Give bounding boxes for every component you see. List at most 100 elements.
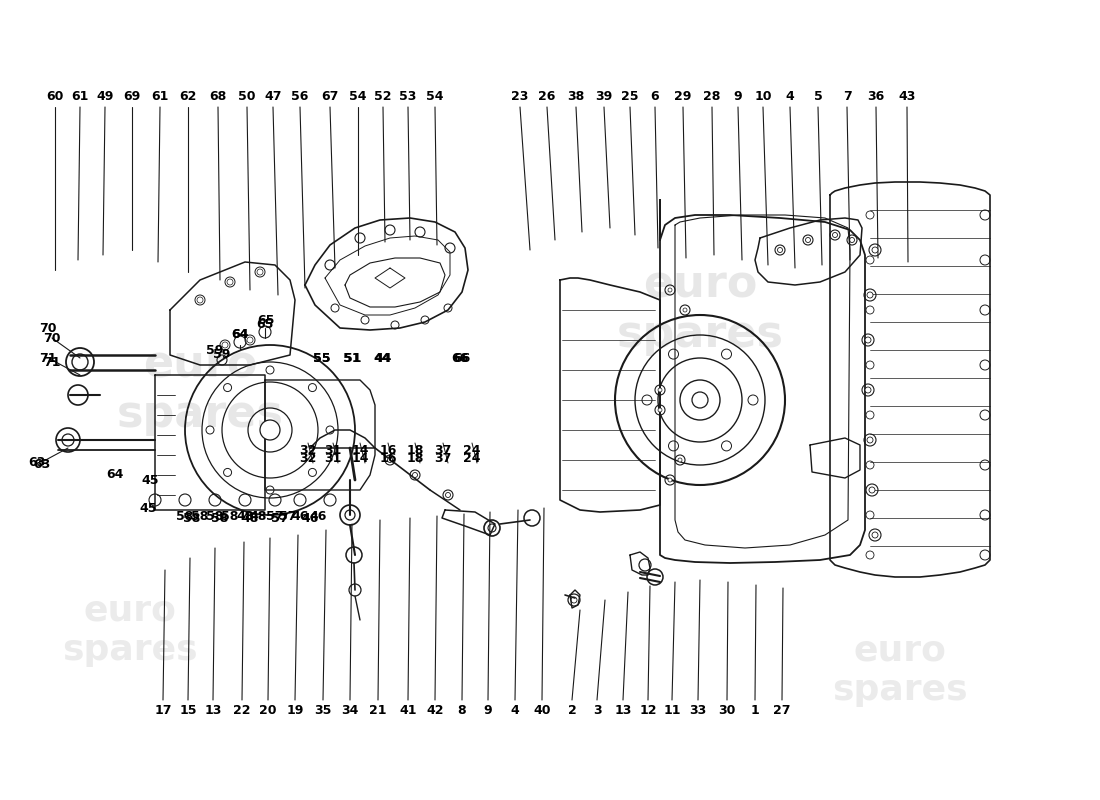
Text: 14: 14: [351, 443, 369, 457]
Text: 25: 25: [621, 90, 639, 103]
Text: 52: 52: [374, 90, 392, 103]
Circle shape: [867, 292, 873, 298]
Text: 54: 54: [427, 90, 443, 103]
Text: 18: 18: [406, 451, 424, 465]
Text: 9: 9: [484, 703, 493, 717]
Text: 41: 41: [399, 703, 417, 717]
Text: 70: 70: [40, 322, 57, 334]
Text: 64: 64: [231, 329, 249, 342]
Text: 13: 13: [205, 703, 222, 717]
Text: 3: 3: [593, 703, 602, 717]
Text: 48: 48: [236, 510, 254, 522]
Text: 30: 30: [718, 703, 736, 717]
Text: 23: 23: [512, 90, 529, 103]
Text: 40: 40: [534, 703, 551, 717]
Text: 6: 6: [651, 90, 659, 103]
Circle shape: [227, 279, 233, 285]
Text: 1: 1: [750, 703, 759, 717]
Text: 7: 7: [843, 90, 851, 103]
Text: 32: 32: [299, 451, 317, 465]
Text: 59: 59: [207, 343, 223, 357]
Text: 69: 69: [123, 90, 141, 103]
Circle shape: [668, 478, 672, 482]
Text: 58: 58: [207, 510, 223, 522]
Text: 57: 57: [272, 511, 288, 525]
Text: 22: 22: [233, 703, 251, 717]
Text: 53: 53: [399, 90, 417, 103]
Circle shape: [668, 288, 672, 292]
Circle shape: [865, 337, 871, 343]
Text: 14: 14: [351, 451, 369, 465]
Circle shape: [865, 387, 871, 393]
Circle shape: [658, 408, 662, 412]
Text: 4: 4: [510, 703, 519, 717]
Text: 57: 57: [279, 510, 297, 522]
Text: euro
spares: euro spares: [117, 344, 284, 437]
Text: 46: 46: [301, 511, 319, 525]
Circle shape: [872, 247, 878, 253]
Text: euro
spares: euro spares: [616, 264, 783, 357]
Text: 42: 42: [427, 703, 443, 717]
Text: 49: 49: [97, 90, 113, 103]
Text: 5: 5: [814, 90, 823, 103]
Text: 63: 63: [29, 455, 45, 469]
Text: 24: 24: [463, 443, 481, 457]
Text: 50: 50: [239, 90, 255, 103]
Text: 60: 60: [46, 90, 64, 103]
Text: 29: 29: [674, 90, 692, 103]
Text: 65: 65: [256, 318, 274, 331]
Circle shape: [872, 532, 878, 538]
Text: 70: 70: [43, 331, 60, 345]
Circle shape: [869, 487, 874, 493]
Text: 27: 27: [773, 703, 791, 717]
Text: euro
spares: euro spares: [63, 594, 198, 666]
Text: 48: 48: [250, 510, 266, 522]
Text: 64: 64: [107, 469, 123, 482]
Circle shape: [412, 473, 418, 478]
Circle shape: [387, 458, 393, 462]
Text: 38: 38: [568, 90, 584, 103]
Text: 58: 58: [221, 510, 239, 522]
Text: 20: 20: [260, 703, 277, 717]
Text: 59: 59: [213, 349, 231, 362]
Circle shape: [446, 493, 451, 498]
Circle shape: [683, 308, 688, 312]
Circle shape: [867, 437, 873, 443]
Text: 13: 13: [614, 703, 631, 717]
Text: 63: 63: [33, 458, 51, 471]
Text: 58: 58: [191, 510, 209, 522]
Text: 71: 71: [43, 355, 60, 369]
Circle shape: [248, 337, 253, 343]
Text: 2: 2: [568, 703, 576, 717]
Text: 56: 56: [292, 90, 309, 103]
Circle shape: [260, 420, 280, 440]
Text: 18: 18: [406, 443, 424, 457]
Text: 26: 26: [538, 90, 556, 103]
Text: 61: 61: [152, 90, 168, 103]
Text: 31: 31: [324, 451, 342, 465]
Text: 71: 71: [40, 351, 57, 365]
Text: 35: 35: [315, 703, 332, 717]
Text: 61: 61: [72, 90, 89, 103]
Text: 47: 47: [264, 90, 282, 103]
Text: 33: 33: [690, 703, 706, 717]
Text: 44: 44: [374, 351, 392, 365]
Text: 51: 51: [344, 351, 362, 365]
Text: 66: 66: [453, 351, 471, 365]
Text: 55: 55: [314, 351, 331, 365]
Text: 21: 21: [370, 703, 387, 717]
Text: 9: 9: [734, 90, 742, 103]
Text: 67: 67: [321, 90, 339, 103]
Circle shape: [257, 269, 263, 275]
Text: 28: 28: [703, 90, 720, 103]
Text: 58: 58: [184, 511, 200, 525]
Text: 4: 4: [785, 90, 794, 103]
Text: 58: 58: [211, 511, 229, 525]
Text: 65: 65: [257, 314, 275, 326]
Text: 45: 45: [141, 474, 158, 486]
Text: 46: 46: [309, 510, 327, 522]
Circle shape: [658, 388, 662, 392]
Text: 48: 48: [241, 511, 258, 525]
Text: 37: 37: [434, 443, 452, 457]
Text: 58: 58: [176, 510, 194, 522]
